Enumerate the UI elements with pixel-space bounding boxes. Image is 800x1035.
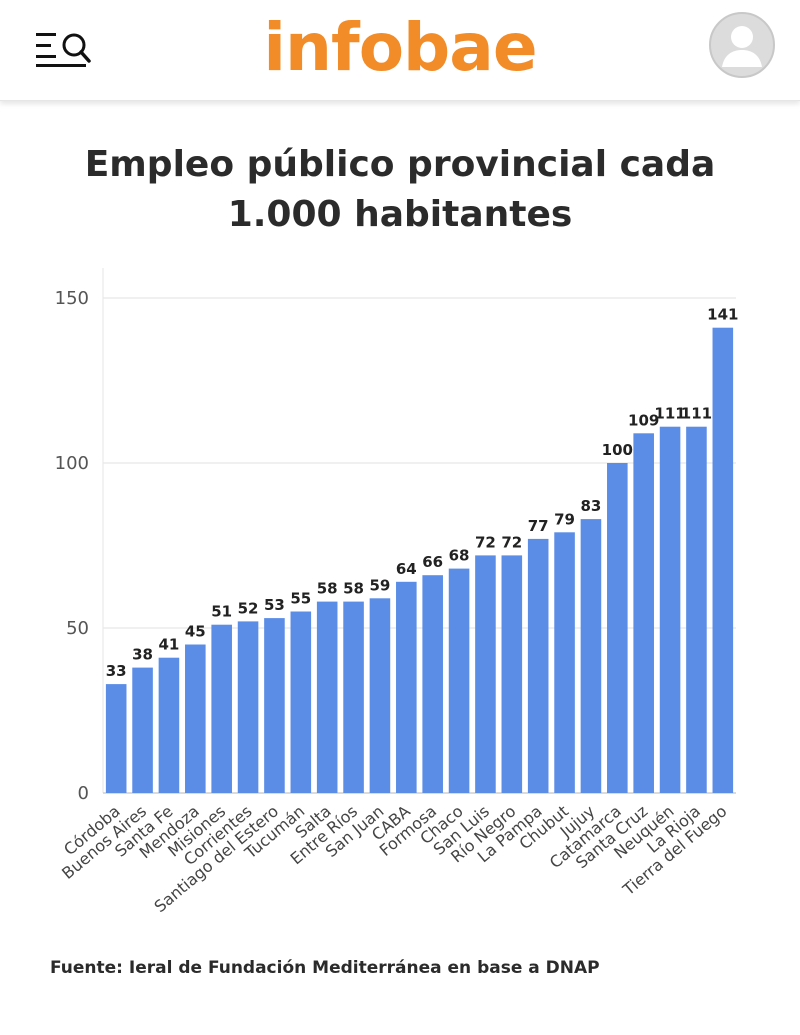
bar[interactable] [396, 581, 417, 793]
bar[interactable] [527, 538, 549, 793]
bar[interactable] [132, 667, 153, 793]
data-label: 58 [317, 580, 338, 598]
data-label: 55 [290, 590, 311, 608]
bar[interactable] [158, 657, 180, 793]
bar[interactable] [659, 426, 681, 793]
y-tick-label: 150 [55, 288, 89, 309]
data-label: 141 [707, 306, 738, 324]
menu-search-button[interactable] [30, 26, 94, 74]
data-label: 111 [654, 405, 685, 423]
bar[interactable] [237, 621, 259, 793]
data-label: 58 [343, 580, 364, 598]
bar[interactable] [211, 624, 232, 793]
y-tick-label: 50 [66, 618, 89, 639]
bar[interactable] [686, 426, 707, 793]
data-label: 53 [264, 596, 285, 614]
bar[interactable] [475, 555, 496, 793]
bar[interactable] [712, 327, 734, 793]
bar[interactable] [290, 611, 312, 794]
bar[interactable] [105, 684, 127, 793]
bar[interactable] [633, 433, 654, 793]
bar[interactable] [185, 644, 206, 794]
top-bar: infobae [0, 0, 800, 101]
infobae-logo[interactable]: infobae [263, 9, 537, 86]
data-label: 38 [132, 646, 153, 664]
data-label: 109 [628, 411, 659, 429]
chart-title: Empleo público provincial cada 1.000 hab… [84, 144, 716, 235]
bar[interactable] [554, 532, 575, 793]
user-avatar-icon [709, 12, 775, 78]
menu-search-icon [36, 33, 91, 67]
data-label: 83 [581, 497, 602, 515]
data-label: 64 [396, 560, 417, 578]
bar[interactable] [501, 555, 523, 793]
bar[interactable] [316, 601, 338, 793]
data-label: 72 [501, 533, 522, 551]
y-tick-label: 0 [78, 783, 89, 804]
bar[interactable] [343, 601, 364, 793]
data-label: 77 [528, 517, 549, 535]
bar[interactable] [264, 618, 285, 793]
bar-chart: 0 50 100 150 33 38 41 45 51 52 53 55 58 58 59 64 66 68 72… [0, 250, 800, 950]
bar[interactable] [580, 519, 602, 793]
data-label: 79 [554, 510, 575, 528]
user-avatar-button[interactable] [708, 11, 776, 79]
data-label: 45 [185, 623, 206, 641]
data-label: 68 [449, 547, 470, 565]
data-label: 51 [211, 603, 232, 621]
bar[interactable] [448, 568, 470, 793]
data-label: 52 [238, 599, 259, 617]
data-label: 72 [475, 533, 496, 551]
data-label: 59 [370, 576, 391, 594]
data-label: 100 [602, 441, 633, 459]
source-note: Fuente: Ieral de Fundación Mediterránea … [50, 958, 600, 978]
data-label: 33 [106, 662, 127, 680]
bar-chart-svg: 0 50 100 150 33 38 41 45 51 52 53 55 58 58 59 64 66 68 72… [55, 268, 738, 916]
bar[interactable] [422, 575, 443, 793]
bar[interactable] [607, 463, 628, 793]
data-label: 111 [681, 405, 712, 423]
data-label: 41 [159, 636, 180, 654]
y-tick-label: 100 [55, 453, 89, 474]
bar[interactable] [369, 598, 391, 793]
data-label: 66 [422, 553, 443, 571]
